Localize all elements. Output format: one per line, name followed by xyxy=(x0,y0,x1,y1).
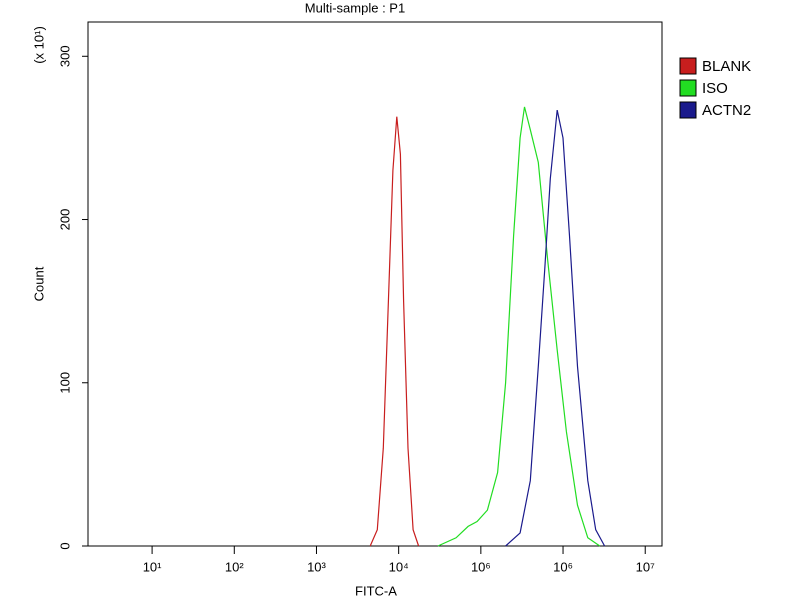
y-tick-label: 0 xyxy=(57,542,72,549)
x-tick-label: 10² xyxy=(225,559,244,574)
legend-label: BLANK xyxy=(702,58,751,75)
x-tick-label: 10³ xyxy=(307,559,326,574)
histogram-line xyxy=(505,109,606,547)
legend-swatch xyxy=(679,101,697,119)
legend-swatch xyxy=(679,57,697,75)
plot-frame xyxy=(87,21,663,547)
y-multiplier: (x 10¹) xyxy=(31,26,46,64)
x-tick-label: 10⁶ xyxy=(471,559,491,574)
y-tick-label: 200 xyxy=(57,209,72,231)
legend-label: ISO xyxy=(702,80,728,97)
x-tick-label: 10¹ xyxy=(143,559,162,574)
x-tick-label: 10⁷ xyxy=(636,559,655,574)
y-axis-label: Count xyxy=(31,266,46,301)
y-tick-label: 100 xyxy=(57,372,72,394)
legend-swatch xyxy=(679,79,697,97)
x-tick-label: 10⁶ xyxy=(553,559,573,574)
x-axis-label: FITC-A xyxy=(355,583,397,598)
chart-title: Multi-sample : P1 xyxy=(305,0,405,15)
x-tick-label: 10⁴ xyxy=(389,559,409,574)
histogram-line xyxy=(437,106,601,547)
legend-label: ACTN2 xyxy=(702,102,751,119)
y-tick-label: 300 xyxy=(57,45,72,67)
histogram-line xyxy=(369,116,420,547)
